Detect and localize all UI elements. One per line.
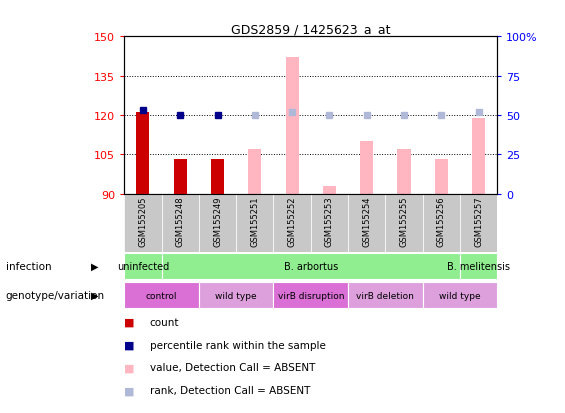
Text: ■: ■ xyxy=(124,363,135,373)
Bar xyxy=(162,194,199,252)
Bar xyxy=(423,194,460,252)
Bar xyxy=(211,160,224,194)
Bar xyxy=(173,160,187,194)
Text: rank, Detection Call = ABSENT: rank, Detection Call = ABSENT xyxy=(150,385,310,395)
Text: GSM155252: GSM155252 xyxy=(288,196,297,246)
Text: value, Detection Call = ABSENT: value, Detection Call = ABSENT xyxy=(150,363,315,373)
Text: GSM155248: GSM155248 xyxy=(176,196,185,246)
Text: GSM155249: GSM155249 xyxy=(213,196,222,246)
Bar xyxy=(285,58,299,194)
Bar xyxy=(199,282,273,308)
Bar xyxy=(434,160,448,194)
Bar xyxy=(311,194,348,252)
Bar xyxy=(460,194,497,252)
Bar xyxy=(472,118,485,194)
Text: B. arbortus: B. arbortus xyxy=(284,261,338,271)
Bar xyxy=(323,186,336,194)
Bar xyxy=(397,150,411,194)
Text: GSM155256: GSM155256 xyxy=(437,196,446,246)
Bar xyxy=(385,194,423,252)
Text: B. melitensis: B. melitensis xyxy=(447,261,510,271)
Text: virB deletion: virB deletion xyxy=(357,291,414,300)
Title: GDS2859 / 1425623_a_at: GDS2859 / 1425623_a_at xyxy=(231,23,390,36)
Text: ■: ■ xyxy=(124,385,135,395)
Text: count: count xyxy=(150,317,179,327)
Bar xyxy=(248,150,262,194)
Text: percentile rank within the sample: percentile rank within the sample xyxy=(150,340,325,350)
Text: GSM155257: GSM155257 xyxy=(474,196,483,246)
Text: ■: ■ xyxy=(124,340,135,350)
Bar xyxy=(273,194,311,252)
Text: GSM155205: GSM155205 xyxy=(138,196,147,246)
Text: wild type: wild type xyxy=(215,291,257,300)
Text: GSM155254: GSM155254 xyxy=(362,196,371,246)
Text: uninfected: uninfected xyxy=(117,261,169,271)
Bar xyxy=(124,194,162,252)
Text: virB disruption: virB disruption xyxy=(277,291,344,300)
Text: genotype/variation: genotype/variation xyxy=(6,290,105,300)
Bar xyxy=(199,194,236,252)
Text: ■: ■ xyxy=(124,317,135,327)
Bar xyxy=(136,113,150,194)
Text: control: control xyxy=(146,291,177,300)
Text: wild type: wild type xyxy=(439,291,481,300)
Bar xyxy=(460,253,497,279)
Text: ▶: ▶ xyxy=(92,261,99,271)
Bar xyxy=(124,282,199,308)
Bar xyxy=(423,282,497,308)
Bar xyxy=(124,253,162,279)
Text: GSM155251: GSM155251 xyxy=(250,196,259,246)
Bar xyxy=(236,194,273,252)
Bar xyxy=(162,253,460,279)
Bar xyxy=(348,282,423,308)
Text: GSM155255: GSM155255 xyxy=(399,196,408,246)
Text: infection: infection xyxy=(6,261,51,271)
Bar xyxy=(348,194,385,252)
Bar xyxy=(360,142,373,194)
Text: GSM155253: GSM155253 xyxy=(325,196,334,246)
Text: ▶: ▶ xyxy=(92,290,99,300)
Bar xyxy=(273,282,348,308)
